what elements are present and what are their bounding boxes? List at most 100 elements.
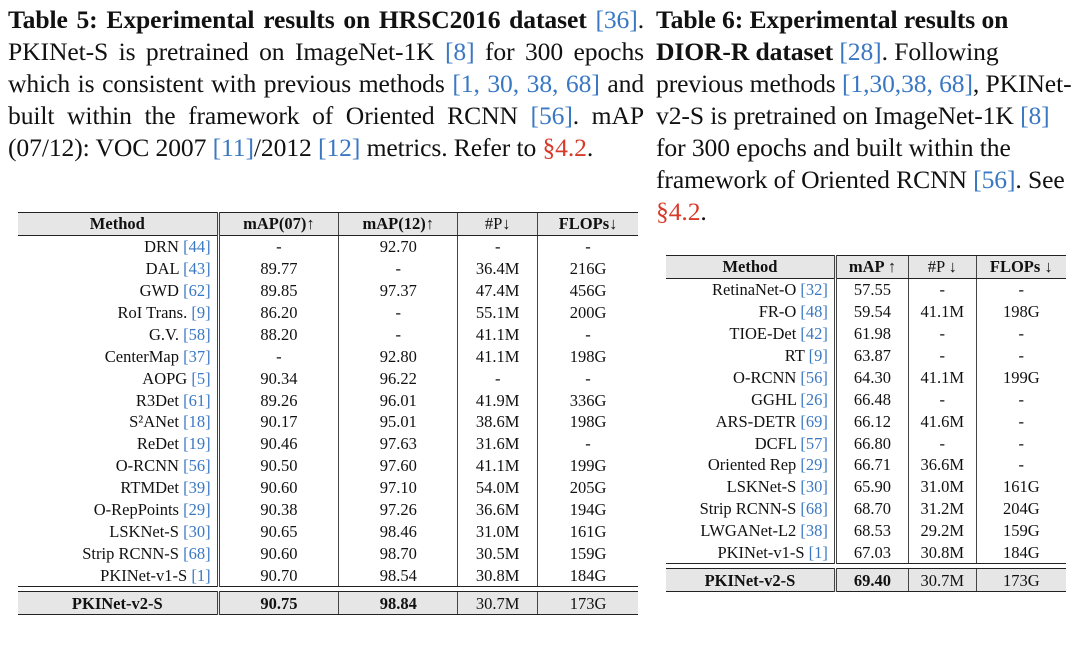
- method-citation[interactable]: [62]: [183, 281, 211, 301]
- table5-section-link[interactable]: §4.2: [542, 133, 587, 162]
- method-citation[interactable]: [32]: [800, 280, 828, 300]
- value-cell: 36.6M: [908, 454, 977, 476]
- ours-row: PKINet-v2-S 90.75 98.84 30.7M 173G: [18, 591, 638, 616]
- value-cell: 90.70: [216, 564, 339, 588]
- method-citation[interactable]: [26]: [800, 389, 828, 409]
- value-cell: 66.12: [833, 410, 909, 433]
- method-name: ReDet: [136, 434, 184, 454]
- table5-ref-dataset[interactable]: [36]: [595, 5, 638, 34]
- value-cell: 159G: [537, 542, 638, 565]
- table5-ref-orcnn[interactable]: [56]: [530, 101, 573, 130]
- method-citation[interactable]: [56]: [183, 456, 211, 476]
- value-cell: 204G: [975, 497, 1066, 520]
- value-cell: 31.0M: [457, 520, 538, 543]
- value-cell: -: [338, 323, 458, 346]
- value-cell: 161G: [537, 520, 638, 543]
- method-citation[interactable]: [39]: [183, 478, 211, 498]
- method-name: LSKNet-S: [109, 521, 184, 541]
- value-cell: 199G: [975, 366, 1066, 389]
- method-citation[interactable]: [30]: [800, 477, 828, 497]
- method-citation[interactable]: [38]: [800, 521, 828, 541]
- value-cell: -: [908, 322, 977, 345]
- value-cell: 198G: [537, 345, 638, 368]
- value-cell: 89.85: [216, 279, 339, 302]
- method-citation[interactable]: [43]: [183, 259, 211, 279]
- method-citation[interactable]: [29]: [183, 500, 211, 520]
- table5-body: DRN [44] -92.70- - DAL [43] 89.77-36.4M 216G G…: [18, 235, 638, 616]
- table5-ref-methods[interactable]: [1, 30, 38, 68]: [452, 69, 600, 98]
- value-cell: 65.90: [833, 475, 909, 498]
- value-cell: -: [338, 301, 458, 324]
- table5-header-map12: mAP(12)↑: [338, 212, 458, 236]
- method-citation[interactable]: [48]: [800, 302, 828, 322]
- table6-section-link[interactable]: §4.2: [656, 197, 701, 226]
- table5-caption-text-2: for 300 epochs which is consistent with …: [8, 37, 644, 98]
- table6-ref-dataset[interactable]: [28]: [839, 37, 882, 66]
- table-row: ReDet [19] 90.46 97.63 31.6M -: [18, 432, 638, 455]
- table5-ref-voc12[interactable]: [12]: [318, 133, 361, 162]
- table-row: LSKNet-S [30] 90.65 98.46 31.0M 161G: [18, 520, 638, 543]
- value-cell: 89.77: [216, 257, 339, 280]
- method-citation[interactable]: [29]: [800, 455, 828, 475]
- table6-label: Table 6:: [656, 5, 744, 34]
- table6-header-method: Method: [666, 255, 836, 279]
- method-citation[interactable]: [9]: [191, 303, 211, 322]
- method-citation[interactable]: [42]: [800, 324, 828, 344]
- method-name: Strip RCNN-S: [82, 543, 184, 563]
- method-citation[interactable]: [57]: [800, 433, 828, 453]
- table6-body: RetinaNet-O [32] 57.55- - FR-O [48] 59.54 41.…: [666, 278, 1066, 593]
- method-citation[interactable]: [68]: [183, 543, 211, 563]
- table6-ref-orcnn[interactable]: [56]: [973, 165, 1016, 194]
- method-citation[interactable]: [69]: [800, 411, 828, 431]
- method-name: Oriented Rep: [707, 455, 801, 475]
- value-cell: -: [537, 367, 638, 390]
- method-citation[interactable]: [68]: [800, 499, 828, 519]
- table6-ref-imagenet[interactable]: [8]: [1020, 101, 1050, 130]
- method-name: GGHL: [751, 389, 801, 409]
- value-cell: 90.46: [216, 432, 339, 455]
- method-citation[interactable]: [18]: [183, 412, 211, 432]
- method-cell: LSKNet-S [30]: [18, 520, 218, 542]
- value-cell: 90.34: [216, 367, 339, 390]
- value-cell: -: [975, 432, 1066, 455]
- table5-caption-text-3: and built within the framework of Orient…: [8, 69, 645, 130]
- value-cell: 66.80: [833, 432, 909, 455]
- value-cell: -: [457, 235, 538, 258]
- value-cell: -: [908, 278, 977, 301]
- method-citation[interactable]: [9]: [808, 346, 828, 365]
- table5-ref-voc07[interactable]: [11]: [212, 133, 254, 162]
- method-citation[interactable]: [30]: [183, 521, 211, 541]
- table5-caption: Table 5: Experimental results on HRSC201…: [8, 4, 644, 164]
- table-row: DAL [43] 89.77-36.4M 216G: [18, 257, 638, 280]
- method-cell: Strip RCNN-S [68]: [18, 542, 218, 564]
- table6-caption-text-5: .: [700, 197, 707, 226]
- value-cell: 92.80: [338, 345, 458, 368]
- value-cell: 68.70: [833, 497, 909, 520]
- table6-results: Method mAP ↑ #P ↓ FLOPs ↓ RetinaNet-O [3…: [666, 255, 1066, 593]
- value-cell: 205G: [537, 476, 638, 499]
- method-citation[interactable]: [37]: [183, 346, 211, 366]
- method-citation[interactable]: [1]: [191, 565, 211, 585]
- table-row: GGHL [26] 66.48- -: [666, 388, 1066, 411]
- table5-ref-imagenet[interactable]: [8]: [445, 37, 475, 66]
- method-citation[interactable]: [5]: [191, 368, 211, 388]
- method-cell: AOPG [5]: [18, 367, 218, 389]
- method-citation[interactable]: [1]: [808, 543, 828, 563]
- value-cell: 96.01: [338, 389, 458, 412]
- method-citation[interactable]: [44]: [183, 237, 211, 257]
- value-cell: 184G: [537, 564, 638, 588]
- table-row: LWGANet-L2 [38] 68.53 29.2M 159G: [666, 519, 1066, 542]
- table6-ref-methods[interactable]: [1,30,38, 68]: [841, 69, 973, 98]
- method-name: O-RepPoints: [93, 500, 184, 520]
- method-citation[interactable]: [58]: [183, 324, 211, 344]
- value-cell: -: [908, 344, 977, 367]
- method-citation[interactable]: [19]: [183, 434, 211, 454]
- ours-value-cell: 30.7M: [908, 568, 977, 593]
- table5-caption-text-1: . PKINet-S is pretrained on ImageNet-1K: [8, 5, 644, 66]
- value-cell: 90.60: [216, 476, 339, 499]
- method-citation[interactable]: [56]: [800, 367, 828, 387]
- method-name: RT: [784, 346, 809, 365]
- method-citation[interactable]: [61]: [183, 390, 211, 410]
- method-cell: DAL [43]: [18, 258, 218, 280]
- value-cell: 31.2M: [908, 497, 977, 520]
